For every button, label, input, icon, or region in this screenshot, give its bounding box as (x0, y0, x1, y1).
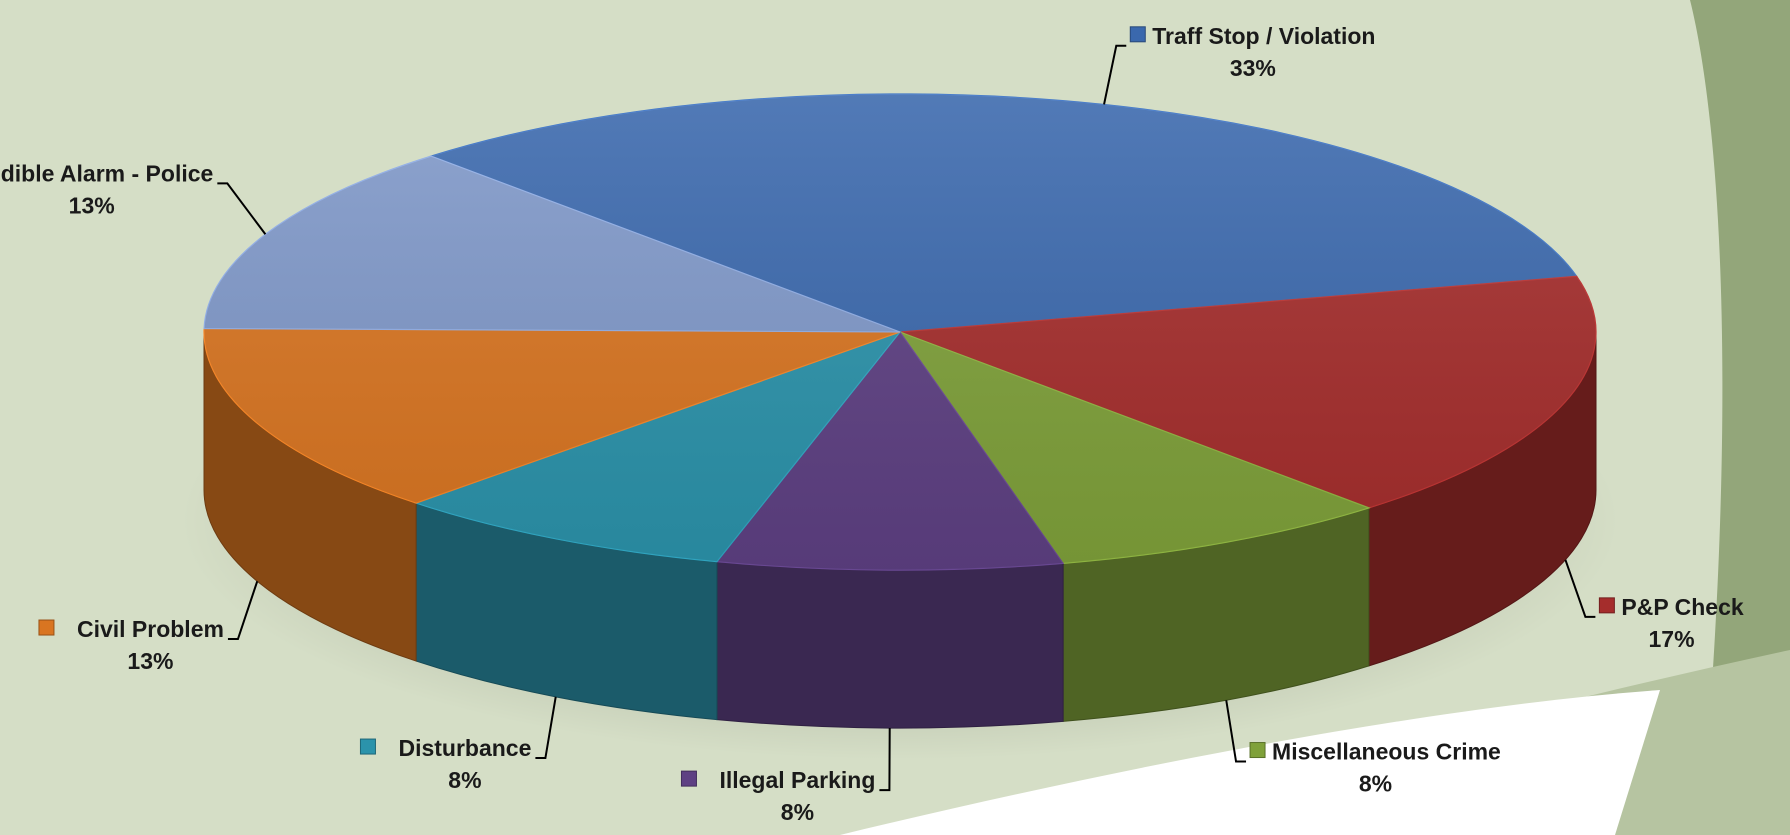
legend-key-swatch (38, 619, 55, 636)
data-label-value: 8% (448, 767, 481, 793)
leader-lines (217, 44, 1596, 792)
data-label-value: 8% (781, 799, 814, 825)
data-label-name: Miscellaneous Crime (1272, 739, 1501, 765)
data-label-name: P&P Check (1621, 594, 1744, 620)
data-labels: Traff Stop / Violation 33% P&P Check 17% Mis… (0, 23, 1744, 825)
data-label-value: 33% (1230, 55, 1276, 81)
leader-line-p-p-check (1564, 559, 1596, 618)
pie-slices (203, 93, 1597, 571)
background-swoosh-dark (1690, 0, 1790, 835)
data-label-civil-problem: Civil Problem 13% (38, 616, 224, 674)
legend-key-swatch (359, 738, 376, 755)
data-label-value: 17% (1649, 626, 1695, 652)
background-decor (840, 0, 1790, 835)
data-label-value: 13% (127, 648, 173, 674)
data-label-miscellaneous-crime: Miscellaneous Crime 8% (1249, 739, 1501, 797)
data-label-disturbance: Disturbance 8% (359, 735, 531, 793)
legend-key-swatch (1598, 597, 1615, 614)
data-label-name: Traff Stop / Violation (1152, 23, 1375, 49)
background-swoosh-light (840, 690, 1660, 835)
legend-key-swatch (1129, 26, 1146, 43)
leader-line-disturbance (535, 696, 557, 760)
leader-line-traff-stop-violation (1103, 44, 1127, 105)
pie-wall-illegal-parking (716, 561, 1064, 729)
data-label-traff-stop-violation: Traff Stop / Violation 33% (1129, 23, 1375, 81)
data-label-value: 8% (1359, 771, 1392, 797)
leader-line-illegal-parking (879, 727, 891, 792)
leader-line-miscellaneous-crime (1225, 700, 1247, 763)
leader-line-civil-problem (227, 580, 259, 641)
data-label-name: Illegal Parking (719, 767, 875, 793)
leader-line-audible-alarm-police (217, 182, 267, 235)
data-label-name: Audible Alarm - Police (0, 160, 213, 186)
data-label-illegal-parking: Illegal Parking 8% (680, 767, 875, 825)
data-label-audible-alarm-police: Audible Alarm - Police 13% (0, 160, 213, 218)
data-label-p-p-check: P&P Check 17% (1598, 594, 1744, 652)
legend-key-swatch (1249, 742, 1266, 759)
data-label-name: Civil Problem (77, 616, 224, 642)
legend-key-swatch (680, 770, 697, 787)
data-label-name: Disturbance (398, 735, 531, 761)
data-label-value: 13% (69, 192, 115, 218)
